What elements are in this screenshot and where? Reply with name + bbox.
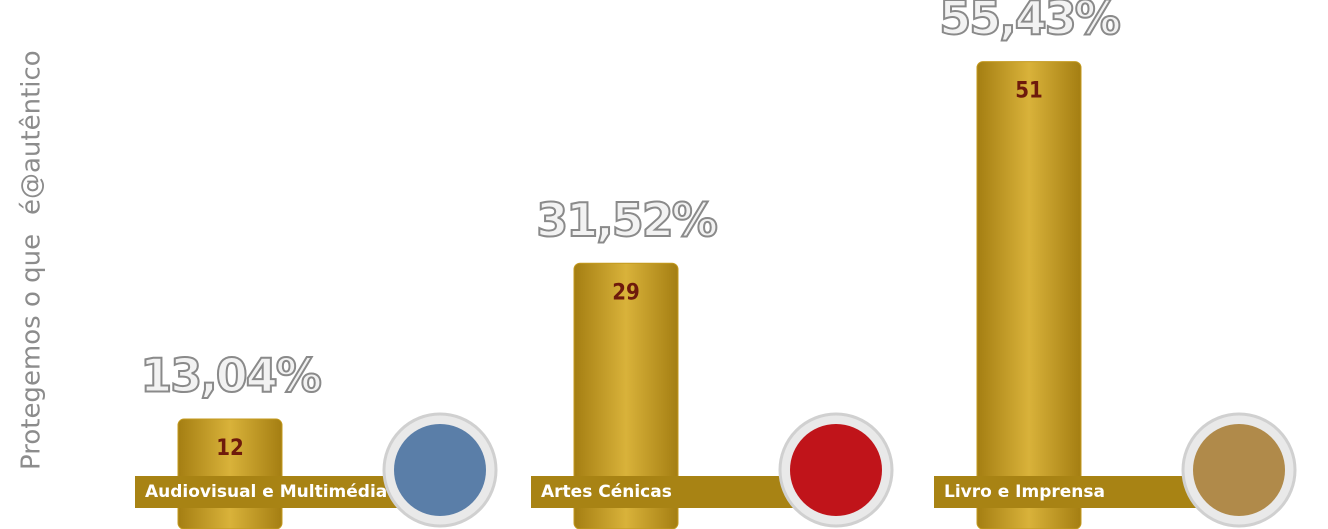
plot: 12 13,04% Audiovisual e Multimédia 29 31,52%…: [135, 0, 1297, 529]
value-label: 29: [612, 280, 640, 305]
value-label: 51: [1015, 79, 1043, 104]
side-logo: é@autêntico: [17, 50, 47, 215]
category-icon-inner: [394, 424, 486, 516]
share-label: 31,52%: [536, 193, 717, 247]
bar: [976, 61, 1082, 529]
value-label: 12: [216, 436, 244, 461]
bar: [573, 262, 679, 529]
side-text: Protegemos o que: [17, 234, 47, 470]
category-label: Artes Cénicas: [541, 482, 672, 502]
category-band: [135, 476, 400, 508]
category-label: Livro e Imprensa: [944, 482, 1105, 502]
category-label: Audiovisual e Multimédia: [145, 482, 387, 502]
category-icon-inner: [1193, 424, 1285, 516]
category-band: [934, 476, 1199, 508]
category-icon-inner: [790, 424, 882, 516]
share-label: 13,04%: [140, 349, 321, 403]
category-band: [531, 476, 796, 508]
share-label: 55,43%: [939, 0, 1120, 45]
